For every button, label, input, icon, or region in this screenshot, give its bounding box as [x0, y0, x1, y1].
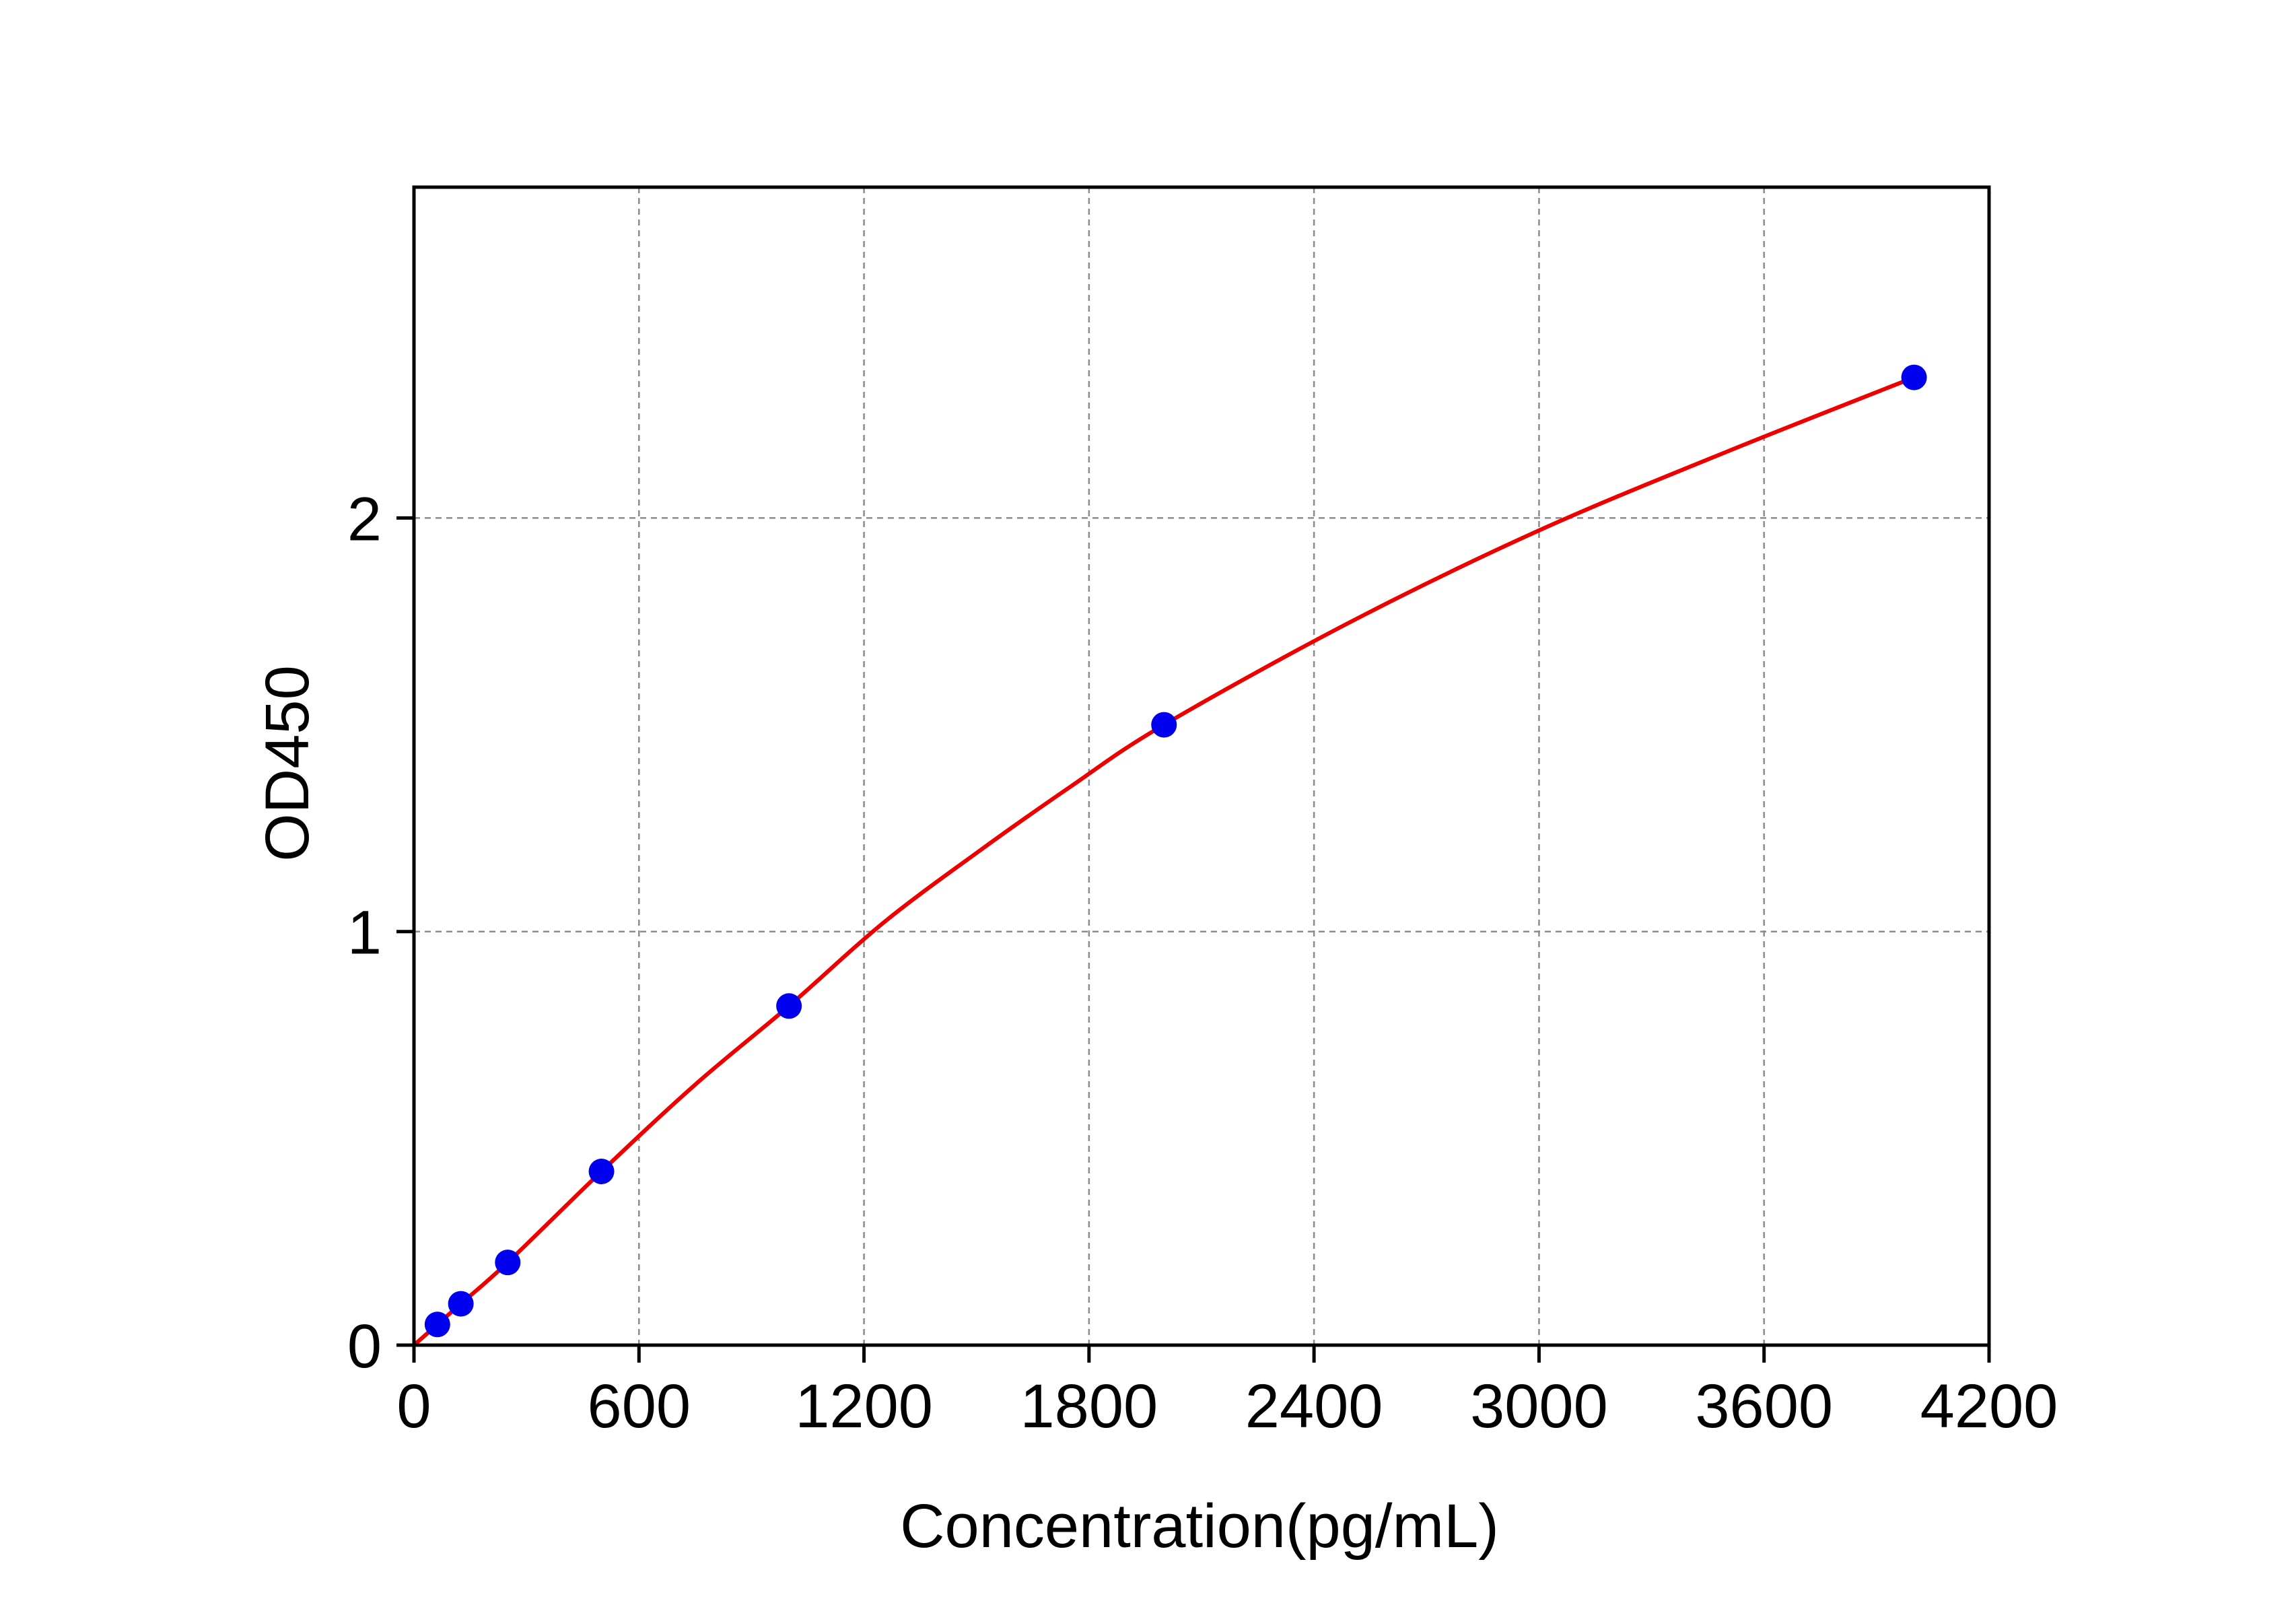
x-tick-label: 1200: [795, 1372, 933, 1441]
x-tick-label: 1800: [1020, 1372, 1158, 1441]
x-tick-label: 0: [396, 1372, 431, 1441]
x-tick-label: 3600: [1695, 1372, 1833, 1441]
x-tick-label: 4200: [1920, 1372, 2058, 1441]
x-tick-label: 3000: [1470, 1372, 1608, 1441]
data-point: [776, 993, 802, 1019]
data-point: [1901, 364, 1927, 390]
x-tick-label: 600: [588, 1372, 691, 1441]
y-axis-title: OD450: [253, 665, 322, 862]
axis-ticks: [396, 516, 1991, 1363]
data-points: [424, 364, 1927, 1338]
y-tick-label: 2: [347, 485, 382, 553]
data-point: [495, 1250, 521, 1276]
y-tick-labels: 0 1 2: [347, 485, 382, 1381]
grid-lines: [414, 187, 1989, 1345]
plot-frame: [412, 185, 1991, 1347]
x-axis-title: Concentration(pg/mL): [900, 1492, 1499, 1561]
fitted-curve: [412, 375, 1916, 1347]
x-tick-label: 2400: [1245, 1372, 1383, 1441]
data-point: [424, 1311, 450, 1338]
data-point: [588, 1159, 615, 1184]
x-tick-labels: 0 600 1200 1800 2400 3000 3600 4200: [396, 1372, 2058, 1441]
fitted-curve-line: [412, 375, 1916, 1347]
y-tick-label: 1: [347, 899, 382, 967]
data-point: [448, 1291, 474, 1317]
y-tick-label: 0: [347, 1312, 382, 1381]
data-point: [1151, 712, 1177, 738]
